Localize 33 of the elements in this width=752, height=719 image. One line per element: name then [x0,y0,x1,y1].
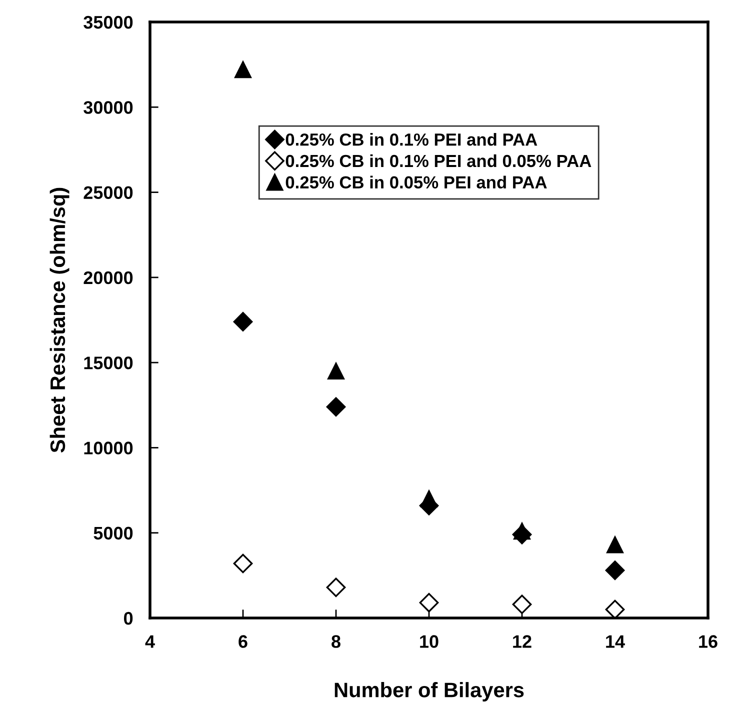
x-tick-label: 4 [145,635,155,648]
y-tick-label: 35000 [84,16,133,29]
point [419,593,439,612]
legend-label: 0.25% CB in 0.05% PEI and PAA [286,176,547,189]
point [420,490,438,508]
y-tick-label: 30000 [84,101,133,114]
y-tick-label: 10000 [84,442,133,454]
x-tick-label: 16 [699,635,718,648]
y-tick-label: 0 [124,612,133,625]
point [605,600,625,618]
point [606,536,624,554]
point [234,61,252,78]
x-tick-label: 10 [420,635,438,648]
point [233,312,253,332]
point [605,560,625,580]
x-tick-label: 6 [238,635,248,648]
legend-label: 0.25% CB in 0.1% PEI and PAA [286,132,538,146]
y-tick-label: 15000 [84,356,133,370]
x-axis-title: Number of Bilayers [334,682,524,702]
point [326,578,346,598]
point [326,397,346,417]
legend-label: 0.25% CB in 0.1% PEI and 0.05% PAA [286,154,592,168]
x-tick-label: 8 [332,635,340,648]
y-axis-title: Sheet Resistance (ohm/sq) [50,188,70,453]
y-tick-label: 5000 [94,526,133,540]
y-tick-label: 20000 [84,271,133,284]
point [514,522,530,540]
x-tick-label: 14 [606,635,625,648]
point [328,362,344,380]
point [233,554,253,574]
x-tick-label: 12 [513,635,532,648]
point [512,594,532,614]
y-tick-label: 25000 [84,186,133,200]
